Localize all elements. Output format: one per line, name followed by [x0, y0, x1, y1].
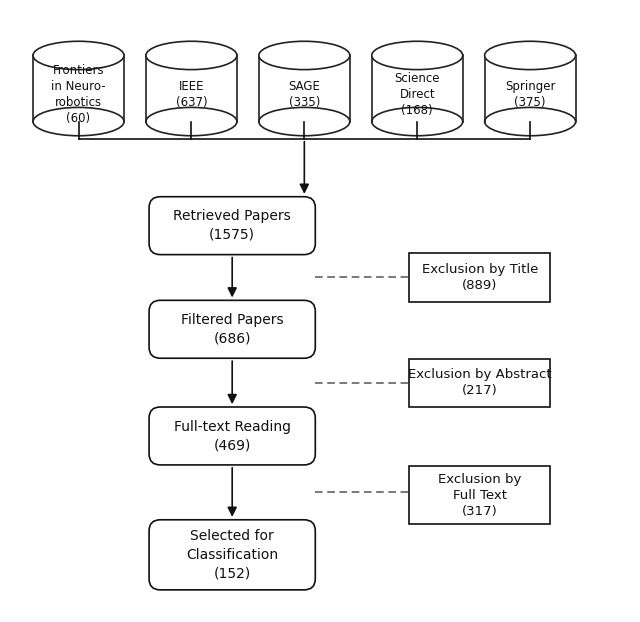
- Text: Springer
(375): Springer (375): [505, 80, 556, 109]
- Text: Frontiers
in Neuro-
robotics
(60): Frontiers in Neuro- robotics (60): [51, 64, 106, 125]
- Ellipse shape: [259, 41, 350, 70]
- FancyBboxPatch shape: [149, 520, 316, 590]
- Text: Exclusion by Title
(889): Exclusion by Title (889): [422, 263, 538, 292]
- Ellipse shape: [484, 108, 575, 136]
- Text: Exclusion by Abstract
(217): Exclusion by Abstract (217): [408, 368, 552, 397]
- Polygon shape: [484, 55, 575, 121]
- Ellipse shape: [259, 108, 350, 136]
- FancyBboxPatch shape: [410, 358, 550, 407]
- Polygon shape: [372, 55, 463, 121]
- Text: Retrieved Papers
(1575): Retrieved Papers (1575): [173, 210, 291, 242]
- Text: Full-text Reading
(469): Full-text Reading (469): [173, 420, 291, 452]
- Ellipse shape: [146, 41, 237, 70]
- Ellipse shape: [484, 41, 575, 70]
- Text: SAGE
(335): SAGE (335): [289, 80, 320, 109]
- Text: Selected for
Classification
(152): Selected for Classification (152): [186, 529, 278, 580]
- Polygon shape: [259, 55, 350, 121]
- Text: Filtered Papers
(686): Filtered Papers (686): [181, 313, 284, 345]
- FancyBboxPatch shape: [410, 466, 550, 524]
- Text: IEEE
(637): IEEE (637): [175, 80, 207, 109]
- Ellipse shape: [33, 41, 124, 70]
- Ellipse shape: [33, 108, 124, 136]
- Text: Exclusion by
Full Text
(317): Exclusion by Full Text (317): [438, 473, 522, 518]
- Ellipse shape: [372, 41, 463, 70]
- Polygon shape: [146, 55, 237, 121]
- Ellipse shape: [372, 108, 463, 136]
- FancyBboxPatch shape: [410, 253, 550, 302]
- FancyBboxPatch shape: [149, 300, 316, 358]
- Ellipse shape: [146, 108, 237, 136]
- Text: Science
Direct
(168): Science Direct (168): [394, 72, 440, 117]
- FancyBboxPatch shape: [149, 197, 316, 254]
- Polygon shape: [33, 55, 124, 121]
- FancyBboxPatch shape: [149, 407, 316, 465]
